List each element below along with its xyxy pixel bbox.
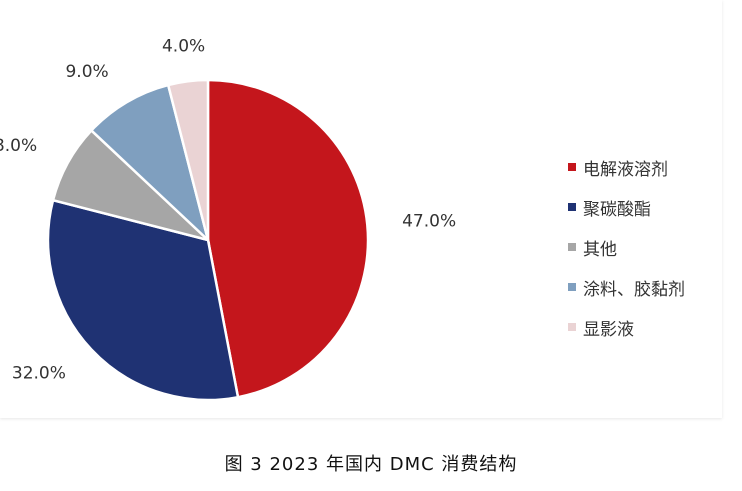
pie-slice-4 <box>89 83 211 244</box>
legend-item-2: 聚碳酸酯 <box>568 187 685 227</box>
data-label-5: 4.0% <box>162 37 205 57</box>
legend-label: 聚碳酸酯 <box>583 199 651 220</box>
legend-item-5: 显影液 <box>568 307 685 347</box>
legend-label: 涂料、胶黏剂 <box>583 279 685 300</box>
legend-item-3: 其他 <box>568 227 685 267</box>
pie-slices <box>46 78 370 402</box>
legend-swatch <box>568 283 576 291</box>
chart-title: 图 3 2023 年国内 DMC 消费结构 <box>224 454 518 475</box>
legend-swatch <box>568 323 576 331</box>
data-label-2: 32.0% <box>12 364 66 384</box>
pie-slice-2 <box>46 198 240 402</box>
data-label-4: 9.0% <box>65 62 108 82</box>
legend-swatch <box>568 203 576 211</box>
plot-area: 47.0% 32.0% 8.0% 9.0% 4.0% 电解液溶剂聚碳酸酯其他涂料、胶黏剂… <box>0 36 685 402</box>
legend-label: 显影液 <box>583 319 634 340</box>
pie-chart: 47.0% 32.0% 8.0% 9.0% 4.0% <box>0 37 456 402</box>
legend-label: 电解液溶剂 <box>583 159 668 180</box>
pie-data-labels: 47.0% 32.0% 8.0% 9.0% 4.0% <box>0 37 456 384</box>
pie-slice-5 <box>166 78 210 241</box>
data-label-1: 47.0% <box>402 212 456 232</box>
legend-item-4: 涂料、胶黏剂 <box>568 267 685 307</box>
legend-item-1: 电解液溶剂 <box>568 147 685 187</box>
pie-slice-1 <box>206 78 370 399</box>
legend: 电解液溶剂聚碳酸酯其他涂料、胶黏剂 显影液 <box>568 147 685 347</box>
legend-label: 其他 <box>583 239 617 260</box>
legend-swatch <box>568 163 576 171</box>
data-label-3: 8.0% <box>0 136 37 156</box>
legend-swatch <box>568 243 576 251</box>
